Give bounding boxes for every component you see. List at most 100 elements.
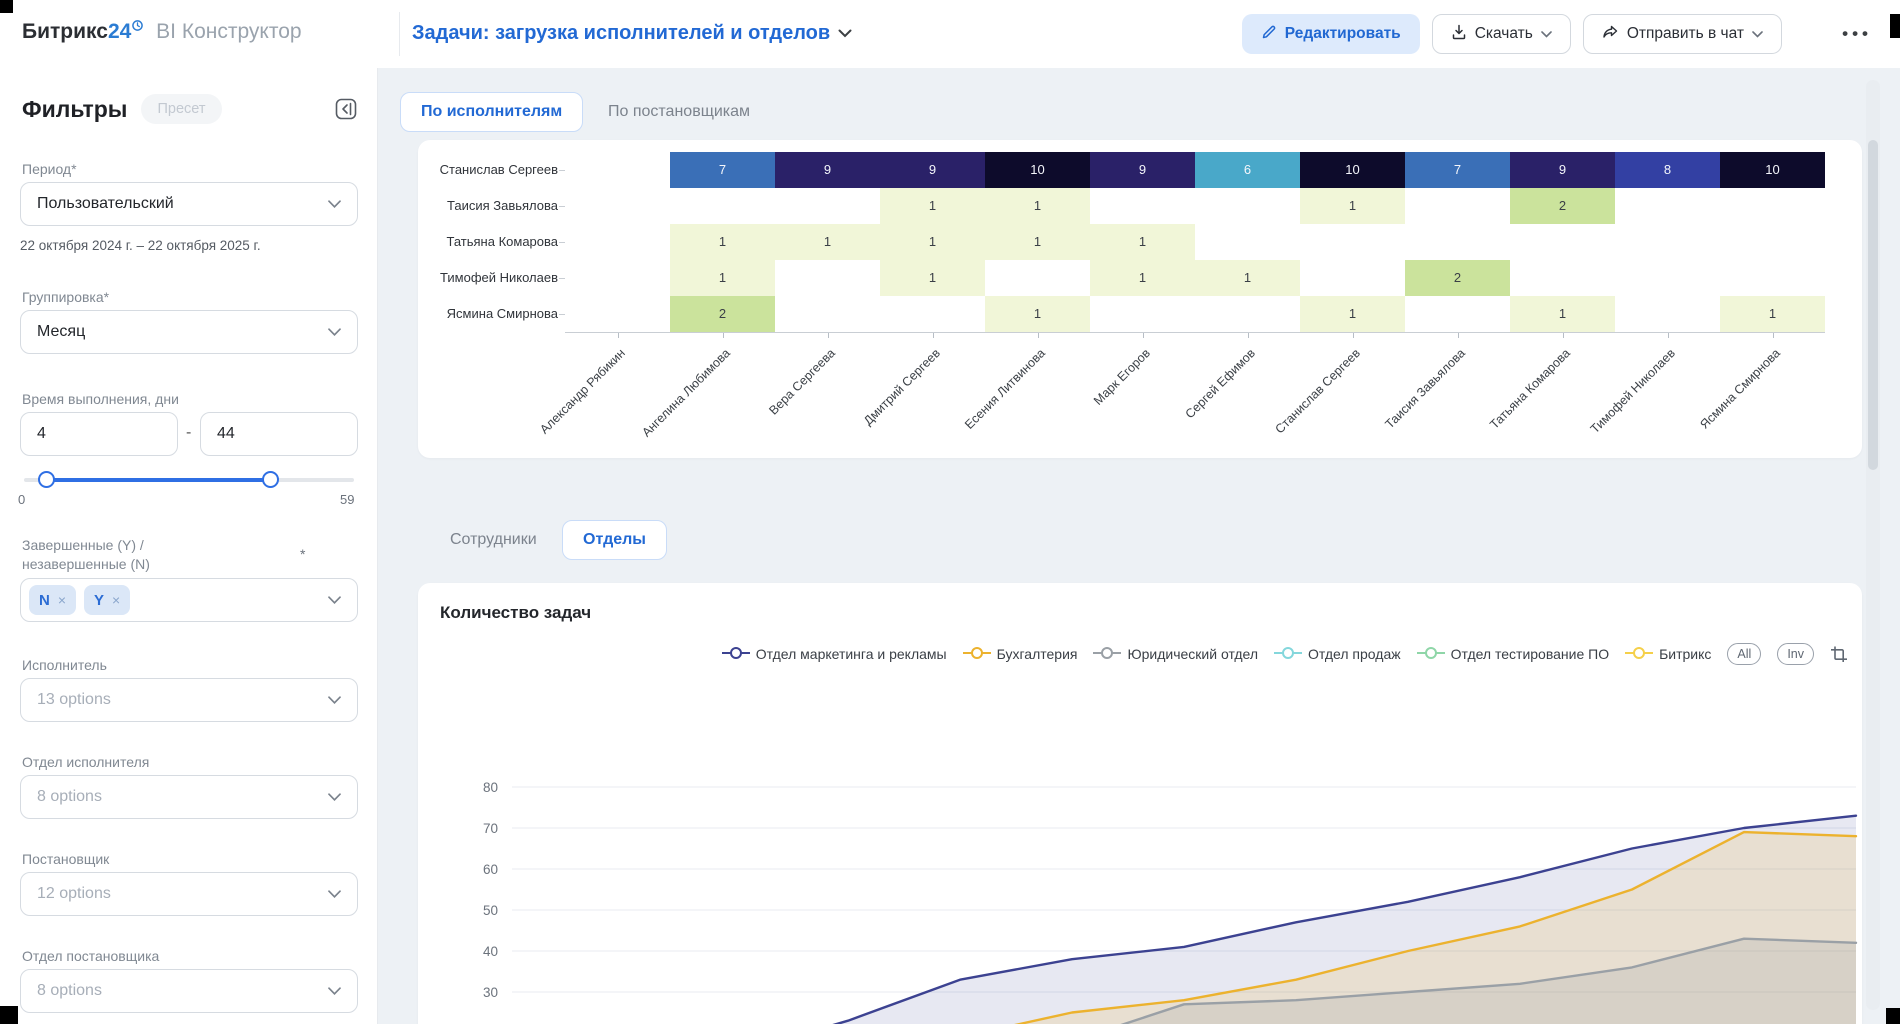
- duration-to-input[interactable]: 44: [200, 412, 358, 456]
- filter-label-3: Отдел постановщика: [22, 947, 159, 966]
- heatmap-col-tick: [933, 333, 934, 338]
- heatmap-cell[interactable]: 1: [1720, 296, 1825, 332]
- heatmap-cell[interactable]: 7: [1405, 152, 1510, 188]
- heatmap-cell[interactable]: 1: [1300, 296, 1405, 332]
- heatmap-cell[interactable]: 1: [880, 224, 985, 260]
- filter-select-0[interactable]: 13 options: [20, 678, 358, 722]
- heatmap-cell[interactable]: 1: [1195, 260, 1300, 296]
- heatmap-cell[interactable]: 1: [775, 224, 880, 260]
- heatmap-cell[interactable]: 1: [985, 296, 1090, 332]
- heatmap-cell[interactable]: 1: [985, 188, 1090, 224]
- heatmap-cell[interactable]: 9: [1510, 152, 1615, 188]
- legend-inv-button[interactable]: Inv: [1777, 643, 1814, 665]
- heatmap-col-tick: [618, 333, 619, 338]
- dashboard-title-dropdown[interactable]: Задачи: загрузка исполнителей и отделов: [412, 22, 852, 45]
- legend-item-5[interactable]: Битрикс: [1625, 646, 1711, 663]
- legend-line-marker-icon: [1625, 646, 1653, 663]
- chevron-down-icon: [328, 982, 341, 1000]
- tasks-count-card[interactable]: Количество задач Отдел маркетинга и рекл…: [418, 583, 1862, 1024]
- heatmap-cell[interactable]: 2: [1405, 260, 1510, 296]
- grouping-select[interactable]: Месяц: [20, 310, 358, 354]
- heatmap-cell[interactable]: 9: [1090, 152, 1195, 188]
- heatmap-cell[interactable]: 1: [670, 260, 775, 296]
- filter-select-2[interactable]: 12 options: [20, 872, 358, 916]
- heatmap-cell[interactable]: 10: [1300, 152, 1405, 188]
- heatmap-row-label: Таисия Завьялова: [418, 188, 558, 224]
- y-axis-tick-label: 70: [483, 821, 498, 836]
- heatmap-cell[interactable]: 1: [880, 188, 985, 224]
- heatmap-cell[interactable]: 2: [1510, 188, 1615, 224]
- filter-select-1[interactable]: 8 options: [20, 775, 358, 819]
- remove-tag-icon[interactable]: ×: [112, 592, 120, 608]
- legend-item-3[interactable]: Отдел продаж: [1274, 646, 1401, 663]
- legend-all-button[interactable]: All: [1727, 643, 1761, 665]
- heatmap-cell[interactable]: 1: [670, 224, 775, 260]
- duration-slider[interactable]: [24, 478, 354, 482]
- heatmap-cell[interactable]: 10: [1720, 152, 1825, 188]
- heatmap-row-tick: [559, 278, 565, 279]
- filter-select-3[interactable]: 8 options: [20, 969, 358, 1013]
- legend-item-4[interactable]: Отдел тестирование ПО: [1417, 646, 1609, 663]
- heatmap-cell[interactable]: 2: [670, 296, 775, 332]
- logo-brand: Битрикс: [22, 20, 108, 43]
- slider-active-range: [46, 478, 270, 482]
- legend-line-marker-icon: [963, 646, 991, 663]
- status-tag[interactable]: N×: [29, 585, 76, 615]
- heatmap-cell[interactable]: 6: [1195, 152, 1300, 188]
- status-tag[interactable]: Y×: [84, 585, 130, 615]
- heatmap-cell[interactable]: 10: [985, 152, 1090, 188]
- heatmap-col-label: Есения Литвинова: [924, 346, 1047, 469]
- heatmap-cell[interactable]: 1: [1090, 260, 1195, 296]
- heatmap-cell[interactable]: 1: [880, 260, 985, 296]
- y-axis-tick-label: 50: [483, 903, 498, 918]
- period-range-hint: 22 октября 2024 г. – 22 октября 2025 г.: [20, 238, 261, 253]
- heatmap-col-label: Таисия Завьялова: [1344, 346, 1467, 469]
- legend-line-marker-icon: [1417, 646, 1445, 663]
- heatmap-card[interactable]: Станислав СергеевТаисия ЗавьяловаТатьяна…: [418, 140, 1862, 458]
- heatmap-col-label: Марк Егоров: [1029, 346, 1152, 469]
- more-menu-button[interactable]: •••: [1842, 24, 1872, 44]
- heatmap-cell[interactable]: 9: [880, 152, 985, 188]
- chevron-down-icon: [328, 195, 341, 213]
- slider-handle-min[interactable]: [38, 471, 55, 488]
- y-axis-tick-label: 40: [483, 944, 498, 959]
- tab-employees[interactable]: Сотрудники: [430, 520, 557, 560]
- heatmap-cell[interactable]: 9: [775, 152, 880, 188]
- legend-item-2[interactable]: Юридический отдел: [1093, 646, 1258, 663]
- filter-label-1: Отдел исполнителя: [22, 753, 149, 772]
- collapse-sidebar-icon[interactable]: [333, 96, 359, 122]
- heatmap-cell[interactable]: 1: [1300, 188, 1405, 224]
- line-chart[interactable]: 01020304050607080: [418, 683, 1862, 1024]
- legend-item-0[interactable]: Отдел маркетинга и рекламы: [722, 646, 947, 663]
- preset-badge[interactable]: Пресет: [141, 94, 221, 124]
- page-scrollbar[interactable]: [1866, 80, 1880, 1010]
- slider-handle-max[interactable]: [262, 471, 279, 488]
- heatmap-cell[interactable]: 1: [1090, 224, 1195, 260]
- heatmap-cell[interactable]: 7: [670, 152, 775, 188]
- heatmap-cell[interactable]: 1: [985, 224, 1090, 260]
- remove-tag-icon[interactable]: ×: [58, 592, 66, 608]
- heatmap-row-label: Ясмина Смирнова: [418, 296, 558, 332]
- header-actions: Редактировать Скачать Отправить в чат: [1242, 14, 1782, 54]
- legend-item-1[interactable]: Бухгалтерия: [963, 646, 1078, 663]
- heatmap-cell[interactable]: 1: [1510, 296, 1615, 332]
- heatmap-cell[interactable]: 8: [1615, 152, 1720, 188]
- heatmap-col-label: Сергей Ефимов: [1134, 346, 1257, 469]
- legend-label: Отдел продаж: [1308, 646, 1401, 662]
- top-header: Битрикс24 BI Конструктор Задачи: загрузк…: [0, 0, 1900, 68]
- heatmap-col-label: Татьяна Комарова: [1449, 346, 1572, 469]
- download-button[interactable]: Скачать: [1432, 14, 1571, 54]
- page-scrollbar-thumb[interactable]: [1868, 140, 1878, 470]
- selection-zoom-icon[interactable]: [1830, 645, 1848, 663]
- duration-from-input[interactable]: 4: [20, 412, 178, 456]
- edit-button[interactable]: Редактировать: [1242, 14, 1420, 54]
- status-tag-value: N: [39, 592, 50, 609]
- tab-departments[interactable]: Отделы: [562, 520, 667, 560]
- send-to-chat-button[interactable]: Отправить в чат: [1583, 14, 1782, 54]
- y-axis-tick-label: 80: [483, 780, 498, 795]
- tab-by-creators[interactable]: По постановщикам: [588, 92, 770, 132]
- period-select[interactable]: Пользовательский: [20, 182, 358, 226]
- tab-by-assignees[interactable]: По исполнителям: [400, 92, 583, 132]
- y-axis-tick-label: 30: [483, 985, 498, 1000]
- status-multiselect[interactable]: N×Y×: [20, 578, 358, 622]
